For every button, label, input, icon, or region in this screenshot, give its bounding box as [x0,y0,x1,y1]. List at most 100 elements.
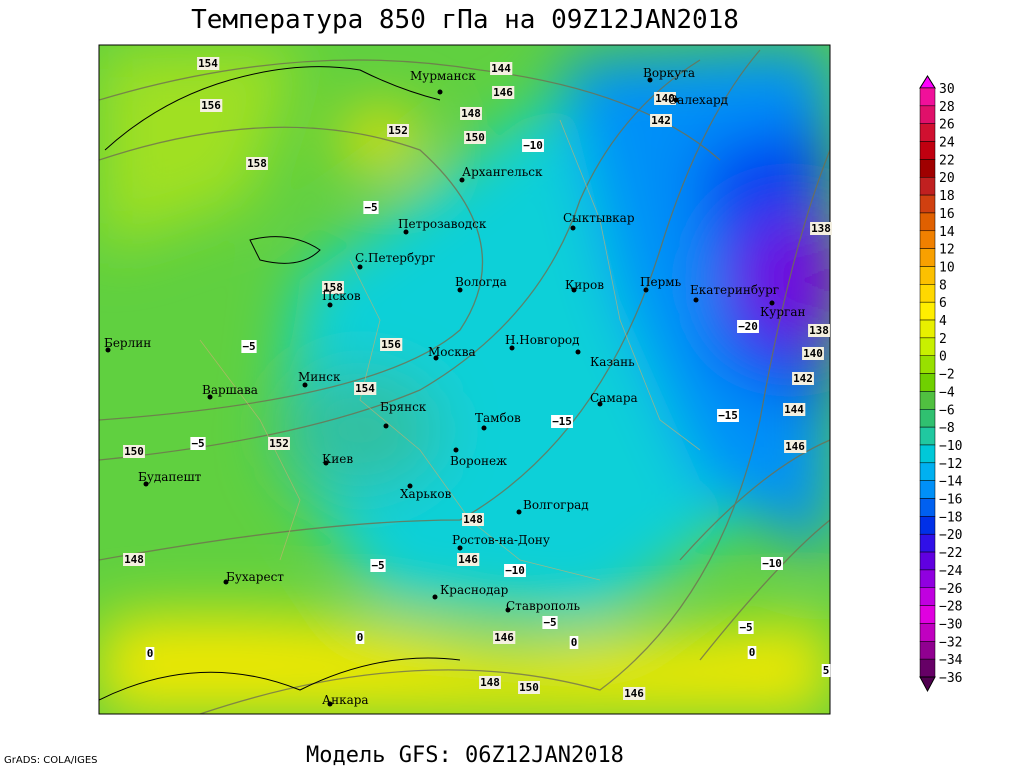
city-label: Н.Новгород [505,333,580,347]
colorbar-label: −4 [939,385,955,400]
colorbar-label: 8 [939,278,947,293]
contour-label: 150 [519,681,539,694]
colorbar-segment [919,409,936,428]
city-dot [327,302,333,308]
contour-label: 152 [388,124,408,137]
contour-label: −5 [242,340,255,353]
city-label: Салехард [668,93,728,107]
colorbar-segment [919,658,936,678]
contour-label: −10 [505,564,525,577]
city-dot [207,394,213,400]
city-label: Курган [760,305,805,319]
contour-label: 154 [355,382,375,395]
city-label: Архангельск [462,165,543,179]
colorbar-label: 24 [939,136,955,151]
contour-label-box [322,281,344,294]
city-label: Воркута [643,66,695,80]
city-label: Волгоград [523,498,589,512]
contour-label: 156 [381,338,401,351]
model-run: Модель GFS: 06Z12JAN2018 [306,743,624,768]
contour-label-box [504,564,526,577]
colorbar-segment [919,105,936,124]
city-label: Ростов-на-Дону [452,533,550,547]
colorbar-label: 28 [939,100,955,115]
colorbar-segment [919,498,936,517]
contour-label: −5 [364,201,377,214]
isobars [99,49,830,714]
city-dot [357,264,363,270]
contour-label: 0 [749,646,756,659]
colorbar-segment [919,462,936,481]
colorbar-label: −24 [939,564,963,579]
city-dot [453,447,459,453]
contour-label: 158 [247,157,267,170]
city-dot [407,483,413,489]
colorbar-segment [919,587,936,606]
colorbar-segment [919,123,936,142]
city-dot [505,607,511,613]
city-label: Сыктывкар [563,211,635,225]
contour-label: 0 [357,631,364,644]
contour-label-box [363,201,379,214]
colorbar-label: −8 [939,421,955,436]
city-dot [509,345,515,351]
contour-label-box [802,347,824,360]
city-label: Ставрополь [506,599,580,613]
contour-label-box [479,676,501,689]
contour-label: 150 [124,445,144,458]
colorbar-label: −14 [939,475,963,490]
contour-label-box [462,513,484,526]
coastlines [99,66,461,701]
contour-label-box [190,437,206,450]
city-dot [459,177,465,183]
contour-label-box [464,131,486,144]
colorbar-label: 10 [939,260,955,275]
contour-label-box [492,86,515,99]
contour-label-box [522,139,544,152]
colorbar-segment [919,516,936,535]
map-title: Температура 850 гПа на 09Z12JAN2018 [191,5,739,35]
colorbar-label: −16 [939,493,962,508]
contour-label-box [355,631,365,644]
contour-label-box [650,114,672,127]
colorbar-segment [919,355,936,374]
credit: GrADS: COLA/IGES [4,755,98,766]
colorbar-label: −30 [939,617,962,632]
contour-label: −15 [718,409,738,422]
contour-label: 138 [809,324,829,337]
colorbar-segment [919,87,936,107]
city-dot [673,97,679,103]
contour-label: 146 [624,687,644,700]
city-dot [383,423,389,429]
contour-label-box [380,338,403,351]
contour-label: 152 [269,437,289,450]
city-dot [647,77,653,83]
city-label: Берлин [104,336,151,350]
colorbar-segment [919,444,936,464]
colorbar-segment [919,159,936,178]
contour-label-box [370,559,386,572]
contour-label: 148 [480,676,500,689]
city-dot [643,287,649,293]
contour-label: 144 [491,62,511,75]
contour-label: 146 [785,440,805,453]
city-dot [143,481,149,487]
colorbar-label: −10 [939,439,962,454]
contour-label: 146 [493,86,513,99]
colorbar-segment [919,551,936,571]
city-dot [323,460,329,466]
colorbar-label: 26 [939,118,955,133]
city-dot [433,355,439,361]
contour-label: −20 [738,320,758,333]
colorbar-label: 6 [939,296,947,311]
colorbar-segment [919,373,936,392]
city-label: Харьков [400,487,452,501]
colorbar-label: 12 [939,243,955,258]
contour-label: 140 [655,92,675,105]
contour-label-box [821,664,831,677]
city-label: Псков [322,289,361,303]
colorbar-segment [919,230,936,249]
colorbar-segment [919,266,936,285]
colorbar-label: 18 [939,189,955,204]
city-label: Екатеринбург [690,283,779,297]
